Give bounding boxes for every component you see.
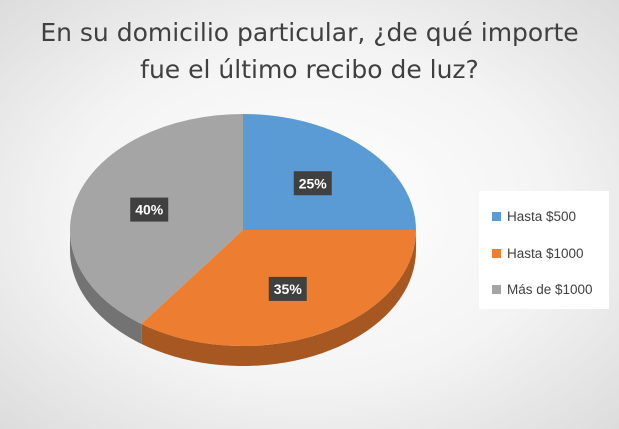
legend-label-hasta-1000: Hasta $1000 <box>507 245 584 261</box>
data-label-box <box>293 171 332 196</box>
legend-swatch-hasta-500 <box>492 211 501 221</box>
legend-item-hasta-500: Hasta $500 <box>492 207 576 225</box>
legend-swatch-hasta-1000 <box>492 248 501 258</box>
chart-title: En su domicilio particular, ¿de qué impo… <box>40 18 579 84</box>
data-label-text: 35% <box>274 281 303 297</box>
data-label-text: 25% <box>299 175 328 191</box>
pie-side-m-s-de-1000 <box>70 230 142 344</box>
legend-item-mas-de-1000: Más de $1000 <box>492 280 593 298</box>
data-label-box <box>268 276 307 301</box>
legend: Hasta $500 Hasta $1000 Más de $1000 <box>479 191 609 309</box>
legend-label-hasta-500: Hasta $500 <box>507 208 577 224</box>
data-label-hasta-1000: 35% <box>268 276 307 301</box>
data-label-hasta-500: 25% <box>293 171 332 196</box>
data-label-text: 40% <box>135 202 164 218</box>
legend-label-mas-de-1000: Más de $1000 <box>507 281 593 297</box>
legend-swatch-mas-de-1000 <box>492 284 501 294</box>
legend-item-hasta-1000: Hasta $1000 <box>492 244 584 262</box>
data-label-box <box>130 197 169 222</box>
data-label-m-s-de-1000: 40% <box>130 197 169 222</box>
pie-side-hasta-1000 <box>141 230 416 366</box>
